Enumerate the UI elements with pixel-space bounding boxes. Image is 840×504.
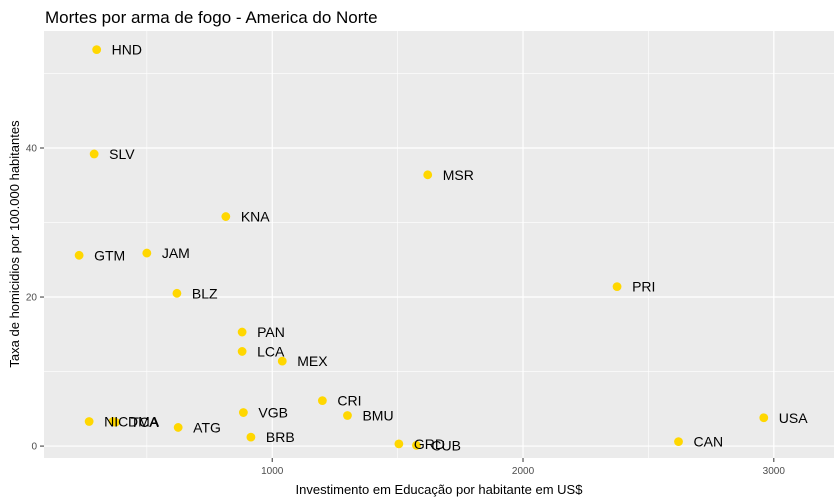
data-points: [74, 45, 769, 450]
point-label-vgb: VGB: [258, 405, 288, 421]
data-point-tca: [111, 417, 120, 427]
point-label-cub: CUB: [431, 437, 461, 453]
data-point-can: [674, 437, 683, 447]
point-label-cri: CRI: [337, 393, 361, 409]
y-axis-title: Taxa de homicidios por 100.000 habitante…: [7, 120, 22, 368]
point-label-gtm: GTM: [94, 247, 125, 263]
minor-gridlines: [44, 31, 834, 458]
point-label-grd: GRD: [414, 436, 445, 452]
data-point-pan: [237, 327, 247, 337]
data-point-cub: [412, 440, 421, 450]
plot-panel: [44, 31, 834, 458]
point-label-msr: MSR: [443, 167, 474, 183]
point-label-lca: LCA: [257, 343, 285, 359]
point-label-can: CAN: [694, 434, 724, 450]
data-point-slv: [89, 149, 99, 159]
point-label-pri: PRI: [632, 279, 655, 295]
x-tick-label: 2000: [512, 466, 535, 477]
point-label-blz: BLZ: [192, 285, 218, 301]
data-point-blz: [172, 288, 182, 298]
data-point-brb: [246, 432, 256, 442]
x-tick-label: 3000: [763, 466, 786, 477]
data-point-usa: [759, 413, 769, 423]
data-point-kna: [221, 212, 231, 221]
y-tick-label: 0: [31, 442, 37, 453]
point-label-usa: USA: [779, 410, 808, 426]
y-tick-label: 40: [26, 143, 38, 154]
point-label-bmu: BMU: [362, 408, 393, 424]
point-label-kna: KNA: [241, 209, 270, 225]
data-point-msr: [423, 170, 433, 180]
data-point-atg: [173, 423, 183, 432]
point-label-atg: ATG: [193, 419, 221, 435]
data-point-bmu: [343, 411, 352, 420]
y-tick-label: 20: [26, 293, 38, 304]
x-tick-label: 1000: [261, 466, 284, 477]
data-point-hnd: [92, 45, 102, 55]
chart-title: Mortes por arma de fogo - America do Nor…: [45, 8, 378, 27]
data-point-lca: [237, 347, 247, 356]
data-point-nic: [84, 417, 94, 426]
x-axis: 1000 2000 3000: [261, 458, 785, 477]
x-axis-title: Investimento em Educação por habitante e…: [296, 482, 584, 497]
point-label-jam: JAM: [162, 245, 190, 261]
y-axis: 0 20 40: [26, 143, 44, 453]
point-label-dma: DMA: [128, 413, 160, 429]
data-point-jam: [142, 248, 152, 258]
data-point-grd: [394, 439, 404, 449]
point-label-pan: PAN: [257, 324, 285, 340]
data-point-cri: [317, 396, 327, 406]
point-label-nic: NIC: [104, 413, 128, 429]
point-label-tca: TCA: [130, 414, 159, 430]
data-point-vgb: [238, 408, 248, 417]
point-label-hnd: HND: [112, 42, 142, 58]
point-label-slv: SLV: [109, 146, 135, 162]
point-label-mex: MEX: [297, 353, 328, 369]
data-point-gtm: [74, 250, 84, 260]
data-point-pri: [612, 282, 622, 292]
point-labels: HND SLV MSR KNA GTM JAM PRI BLZ PAN LCA MEX CRI VGB B…: [94, 42, 808, 454]
data-point-mex: [277, 356, 287, 366]
point-label-brb: BRB: [266, 429, 295, 445]
